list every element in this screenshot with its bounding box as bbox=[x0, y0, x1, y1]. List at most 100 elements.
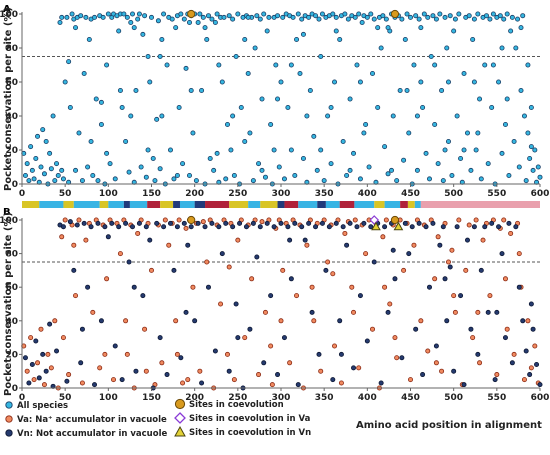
panel-b-point-va-na-accumulator-in-vacuole-79 bbox=[294, 293, 300, 299]
panel-a-point-all-species-106 bbox=[204, 37, 210, 43]
panel-b-point-va-na-accumulator-in-vacuole-17 bbox=[79, 380, 85, 386]
panel-a-point-all-species-111 bbox=[212, 19, 218, 25]
panel-a-x-tick-500: 500 bbox=[444, 189, 463, 199]
panel-b-point-vn-not-accumulator-in-vacuole-83 bbox=[309, 309, 315, 315]
panel-a-point-all-species-223 bbox=[406, 130, 412, 136]
panel-a-point-all-species-172 bbox=[318, 54, 324, 60]
panel-b-point-va-na-accumulator-in-vacuole-161 bbox=[516, 251, 522, 257]
panel-a-point-all-species-53 bbox=[112, 176, 118, 182]
panel-b-point-vn-not-accumulator-in-vacuole-144 bbox=[520, 318, 526, 324]
panel-a-point-all-species-24 bbox=[62, 79, 68, 85]
panel-a-point-all-species-241 bbox=[437, 11, 443, 17]
panel-b-point-vn-not-accumulator-in-vacuole-39 bbox=[157, 335, 163, 341]
panel-a-point-all-species-201 bbox=[368, 11, 374, 17]
panel-a-point-all-species-345 bbox=[385, 25, 391, 31]
panel-a-point-all-species-285 bbox=[513, 45, 519, 51]
panel-a-point-all-species-63 bbox=[130, 11, 136, 17]
panel-a-point-all-species-94 bbox=[183, 65, 189, 71]
panel-b-point-vn-not-accumulator-in-vacuole-95 bbox=[351, 365, 357, 371]
panel-b-point-vn-not-accumulator-in-vacuole-103 bbox=[378, 380, 384, 386]
panel-a-point-all-species-42 bbox=[93, 96, 99, 102]
panel-b-point-vn-not-accumulator-in-vacuole-51 bbox=[199, 380, 205, 386]
panel-b-point-va-na-accumulator-in-vacuole-145 bbox=[521, 377, 527, 383]
panel-b-point-va-na-accumulator-in-vacuole-105 bbox=[383, 217, 389, 223]
panel-b: B Pocket conservation per site (%) 0 20 40… bbox=[0, 207, 549, 403]
panel-b-point-va-na-accumulator-in-vacuole-11 bbox=[59, 234, 65, 240]
panel-b-point-va-na-accumulator-in-vacuole-26 bbox=[111, 377, 117, 383]
panel-a-point-all-species-236 bbox=[428, 54, 434, 60]
panel-b-point-vn-not-accumulator-in-vacuole-0 bbox=[22, 355, 28, 361]
panel-b-point-va-na-accumulator-in-vacuole-5 bbox=[38, 326, 44, 332]
panel-a-point-all-species-200 bbox=[366, 164, 372, 170]
panel-b-y-tick-80: 80 bbox=[5, 250, 18, 260]
panel-b-point-vn-not-accumulator-in-vacuole-71 bbox=[268, 293, 274, 299]
panel-b-point-va-na-accumulator-in-vacuole-135 bbox=[487, 293, 493, 299]
panel-a-point-all-species-55 bbox=[116, 28, 122, 34]
panel-b-point-va-na-accumulator-in-vacuole-132 bbox=[477, 360, 483, 366]
panel-b-point-va-na-accumulator-in-vacuole-99 bbox=[363, 251, 369, 257]
panel-b-point-va-na-accumulator-in-vacuole-169 bbox=[502, 276, 508, 282]
panel-a-point-all-species-37 bbox=[85, 164, 91, 170]
panel-a-point-all-species-304 bbox=[117, 88, 123, 94]
panel-a-point-all-species-28 bbox=[69, 11, 75, 17]
panel-b-point-va-na-accumulator-in-vacuole-53 bbox=[204, 259, 210, 265]
panel-a-point-all-species-107 bbox=[205, 13, 211, 19]
panel-b-point-vn-not-accumulator-in-vacuole-38 bbox=[154, 220, 160, 226]
panel-b-point-vn-not-accumulator-in-vacuole-17 bbox=[81, 220, 87, 226]
panel-b-point-vn-not-accumulator-in-vacuole-64 bbox=[243, 224, 249, 230]
panel-b-point-vn-not-accumulator-in-vacuole-113 bbox=[413, 326, 419, 332]
panel-a-point-all-species-337 bbox=[157, 54, 163, 60]
panel-a-point-all-species-135 bbox=[254, 13, 260, 19]
panel-a-point-all-species-238 bbox=[432, 122, 438, 128]
panel-a-point-all-species-58 bbox=[121, 11, 127, 17]
domain-segment-16 bbox=[260, 201, 278, 208]
panel-a-point-all-species-193 bbox=[354, 62, 360, 68]
panel-b-point-vn-not-accumulator-in-vacuole-131 bbox=[475, 351, 481, 357]
panel-a-point-all-species-221 bbox=[402, 37, 408, 43]
panel-a-x-tick-400: 400 bbox=[358, 189, 377, 199]
panel-a-point-all-species-229 bbox=[416, 16, 422, 22]
panel-b-point-vn-not-accumulator-in-vacuole-117 bbox=[426, 284, 432, 290]
panel-a-x-tick-550: 550 bbox=[487, 189, 506, 199]
panel-a-point-all-species-36 bbox=[83, 14, 89, 20]
domain-segment-1 bbox=[39, 201, 64, 208]
panel-b-point-vn-not-accumulator-in-vacuole-45 bbox=[178, 355, 184, 361]
panel-b-point-vn-not-accumulator-in-vacuole-30 bbox=[126, 259, 132, 265]
panel-b-point-va-na-accumulator-in-vacuole-47 bbox=[183, 225, 189, 231]
panel-b-point-vn-not-accumulator-in-vacuole-145 bbox=[523, 348, 529, 354]
panel-a-point-all-species-109 bbox=[209, 16, 215, 22]
panel-b-point-vn-not-accumulator-in-vacuole-34 bbox=[140, 293, 146, 299]
panel-a-point-all-species-25 bbox=[64, 14, 70, 20]
panel-a-x-tick-100: 100 bbox=[99, 189, 118, 199]
panel-b-x-tick-150: 150 bbox=[142, 393, 161, 403]
panel-a-point-all-species-38 bbox=[86, 37, 92, 43]
panel-a-point-all-species-86 bbox=[169, 16, 175, 22]
panel-a-point-all-species-194 bbox=[356, 11, 362, 17]
panel-b-point-sites-in-coevolution-0 bbox=[187, 215, 196, 225]
panel-a-point-all-species-245 bbox=[444, 45, 450, 51]
panel-b-point-vn-not-accumulator-in-vacuole-33 bbox=[136, 220, 142, 226]
panel-b-point-vn-not-accumulator-in-vacuole-56 bbox=[216, 224, 222, 230]
panel-b-point-va-na-accumulator-in-vacuole-57 bbox=[218, 301, 224, 307]
domain-segment-21 bbox=[325, 201, 340, 208]
panel-a-point-all-species-160 bbox=[297, 71, 303, 77]
panel-a-point-all-species-73 bbox=[147, 79, 153, 85]
domain-segment-8 bbox=[147, 201, 161, 208]
panel-b-point-vn-not-accumulator-in-vacuole-141 bbox=[509, 360, 515, 366]
panel-a-point-all-species-244 bbox=[442, 14, 448, 20]
panel-b-point-vn-not-accumulator-in-vacuole-31 bbox=[130, 224, 136, 230]
panel-a-point-all-species-331 bbox=[504, 96, 510, 102]
panel-b-point-vn-not-accumulator-in-vacuole-107 bbox=[392, 276, 398, 282]
panel-a-point-all-species-227 bbox=[413, 13, 419, 19]
domain-segment-10 bbox=[173, 201, 180, 208]
panel-b-point-sites-in-coevolution-in-vn-1 bbox=[393, 221, 404, 231]
panel-b-point-vn-not-accumulator-in-vacuole-67 bbox=[254, 254, 260, 260]
panel-a-point-all-species-10 bbox=[38, 164, 44, 170]
panel-b-point-vn-not-accumulator-in-vacuole-137 bbox=[496, 224, 502, 230]
panel-a-point-all-species-251 bbox=[454, 113, 460, 119]
panel-b-label: B bbox=[3, 207, 11, 218]
x-axis-label: Amino acid position in alignment bbox=[356, 420, 542, 431]
panel-b-point-vn-not-accumulator-in-vacuole-142 bbox=[513, 224, 519, 230]
panel-a-point-all-species-336 bbox=[128, 113, 134, 119]
domain-segment-7 bbox=[129, 201, 148, 208]
